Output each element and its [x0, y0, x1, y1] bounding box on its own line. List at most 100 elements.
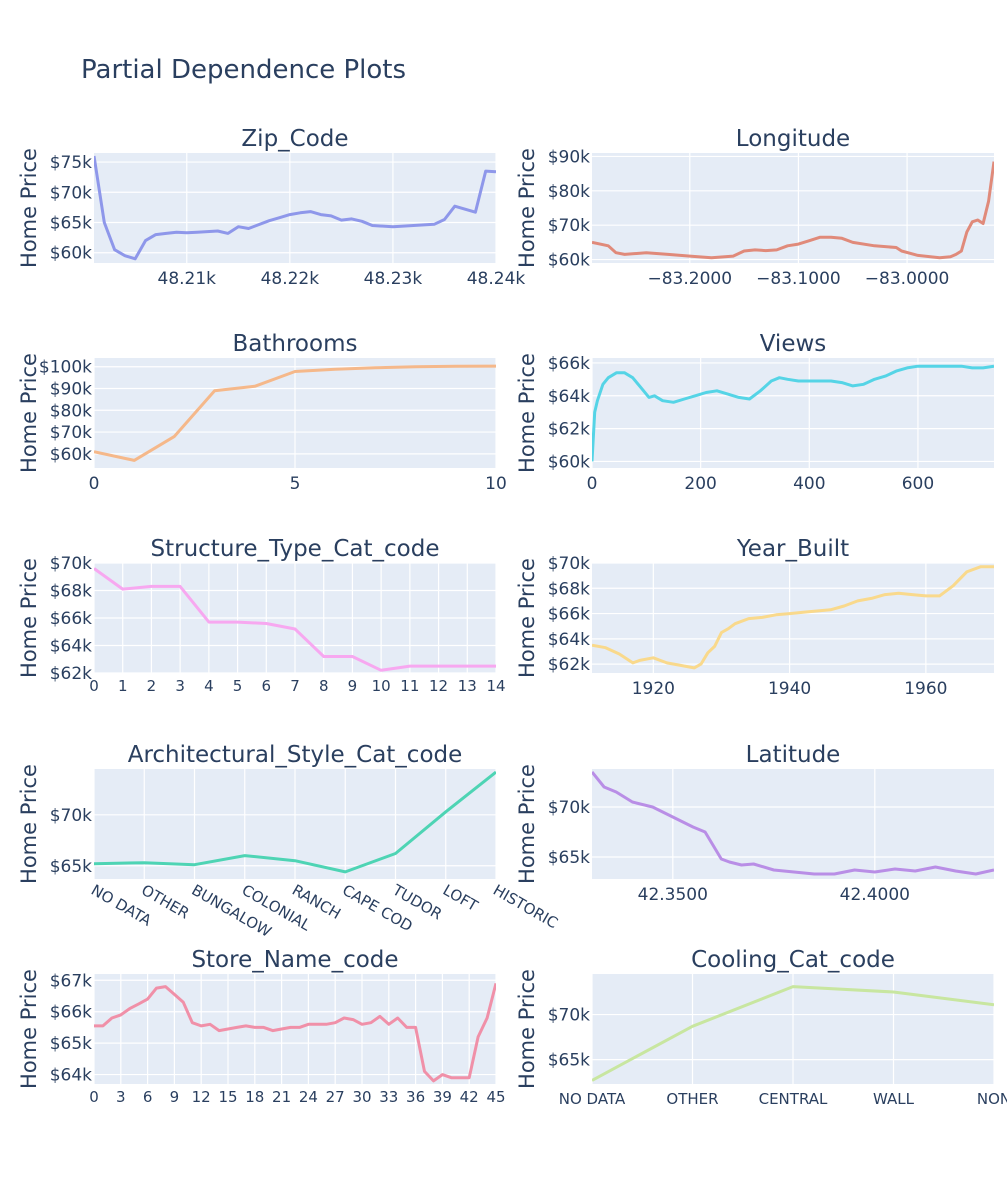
x-tick-label: 9 — [170, 1088, 180, 1106]
y-axis-label: Home Price — [17, 558, 41, 678]
y-axis-label: Home Price — [515, 148, 539, 268]
x-tick-label: 10 — [372, 677, 391, 695]
y-tick-label: $80k — [548, 182, 590, 202]
panel-7: 42.3500 42.4000 $65k $70k Latitude Home Price — [515, 742, 994, 905]
x-tick-label: 11 — [400, 677, 419, 695]
panel-8: 0 3 6 9 12 15 18 21 24 27 30 33 36 39 42 45$64k$65k$66k… — [17, 947, 506, 1106]
plot-area — [94, 974, 496, 1084]
plot-area — [592, 153, 994, 263]
x-tick-label: 45 — [486, 1088, 505, 1106]
x-tick-label: 1920 — [632, 679, 675, 699]
y-tick-label: $100k — [39, 358, 92, 378]
y-tick-label: $62k — [50, 664, 92, 684]
series-line — [592, 565, 994, 670]
x-tick-label: 0 — [587, 474, 598, 494]
subplot-title: Year_Built — [736, 536, 849, 562]
x-tick-label: 30 — [352, 1088, 371, 1106]
y-tick-label: $64k — [50, 1066, 92, 1086]
plot-area — [592, 358, 994, 468]
series-line — [94, 567, 496, 672]
y-axis-label: Home Price — [17, 764, 41, 884]
x-tick-label: 21 — [272, 1088, 291, 1106]
series-line — [94, 983, 496, 1083]
x-tick-label: 36 — [406, 1088, 425, 1106]
y-tick-label: $68k — [50, 582, 92, 602]
x-tick-label: 42.4000 — [840, 885, 910, 905]
x-tick-label: 400 — [793, 474, 825, 494]
x-tick-label: −83.1000 — [756, 269, 841, 289]
panel-2: 0 5 10 $60k$70k$80k$90k$100k Bathrooms Home P… — [17, 331, 507, 494]
x-tick-label: 33 — [379, 1088, 398, 1106]
x-tick-label: 1940 — [768, 679, 811, 699]
x-tick-label: 48.23k — [364, 269, 423, 289]
y-tick-label: $65k — [50, 1034, 92, 1054]
y-tick-label: $70k — [548, 216, 590, 236]
y-tick-label: $65k — [50, 857, 92, 877]
y-tick-label: $70k — [548, 1006, 590, 1026]
x-tick-label: 8 — [319, 677, 329, 695]
y-tick-label: $66k — [50, 609, 92, 629]
x-tick-label: 12 — [429, 677, 448, 695]
x-tick-label: 0 — [89, 474, 100, 494]
y-tick-label: $64k — [548, 387, 590, 407]
x-tick-label: CENTRAL — [759, 1090, 828, 1108]
y-axis-label: Home Price — [515, 353, 539, 473]
y-tick-label: $64k — [548, 630, 590, 650]
subplot-title: Latitude — [746, 742, 841, 768]
y-tick-label: $70k — [50, 554, 92, 574]
panel-9: NO DATA OTHER CENTRAL WALL NON $65k $70k Coolin… — [515, 947, 1007, 1108]
subplot-title: Cooling_Cat_code — [691, 947, 895, 973]
x-tick-label: 600 — [902, 474, 934, 494]
y-tick-label: $66k — [548, 605, 590, 625]
x-tick-label: 1960 — [904, 679, 947, 699]
x-tick-label: 3 — [116, 1088, 126, 1106]
panel-5: 1920 1940 1960 $62k $64k $66k $68k $70k Year_Bui… — [515, 536, 994, 699]
y-axis-label: Home Price — [17, 969, 41, 1089]
x-tick-label: 7 — [290, 677, 300, 695]
y-axis-label: Home Price — [515, 558, 539, 678]
y-tick-label: $70k — [548, 554, 590, 574]
x-tick-label: 39 — [433, 1088, 452, 1106]
y-tick-label: $60k — [548, 251, 590, 271]
x-tick-label: 5 — [290, 474, 301, 494]
y-tick-label: $70k — [548, 798, 590, 818]
y-tick-label: $65k — [548, 848, 590, 868]
subplot-title: Views — [760, 331, 827, 357]
y-tick-label: $62k — [548, 655, 590, 675]
panel-0: 48.21k 48.22k 48.23k 48.24k $60k $65k $70k $75k… — [17, 126, 525, 289]
x-tick-label: HISTORIC — [490, 881, 561, 932]
y-tick-label: $90k — [50, 379, 92, 399]
figure-title: Partial Dependence Plots — [81, 55, 406, 85]
x-tick-label: 10 — [485, 474, 507, 494]
series-line — [592, 985, 994, 1082]
plot-area — [94, 153, 496, 263]
y-tick-label: $70k — [50, 183, 92, 203]
series-line — [592, 161, 994, 260]
panel-1: −83.2000 −83.1000 −83.0000 $60k $70k $80k $90k… — [515, 126, 994, 289]
x-tick-label: 18 — [245, 1088, 264, 1106]
y-axis-label: Home Price — [515, 764, 539, 884]
x-tick-label: 4 — [204, 677, 214, 695]
plot-area — [592, 563, 994, 673]
x-tick-label: 48.22k — [261, 269, 320, 289]
x-tick-label: 42.3500 — [638, 885, 708, 905]
y-tick-label: $60k — [50, 445, 92, 465]
subplot-title: Zip_Code — [241, 126, 348, 152]
y-tick-label: $62k — [548, 420, 590, 440]
x-tick-label: 14 — [486, 677, 505, 695]
x-tick-label: 12 — [192, 1088, 211, 1106]
x-tick-label: 6 — [262, 677, 272, 695]
y-tick-label: $65k — [50, 214, 92, 234]
y-tick-label: $68k — [548, 579, 590, 599]
x-tick-label: 0 — [89, 677, 99, 695]
series-line — [592, 771, 994, 876]
y-tick-label: $60k — [50, 244, 92, 264]
y-axis-label: Home Price — [515, 969, 539, 1089]
y-tick-label: $66k — [548, 354, 590, 374]
x-tick-label: WALL — [873, 1090, 915, 1108]
y-tick-label: $66k — [50, 1003, 92, 1023]
x-tick-label: 2 — [147, 677, 157, 695]
y-tick-label: $80k — [50, 401, 92, 421]
subplot-title: Structure_Type_Cat_code — [151, 536, 440, 562]
x-tick-label: 27 — [326, 1088, 345, 1106]
